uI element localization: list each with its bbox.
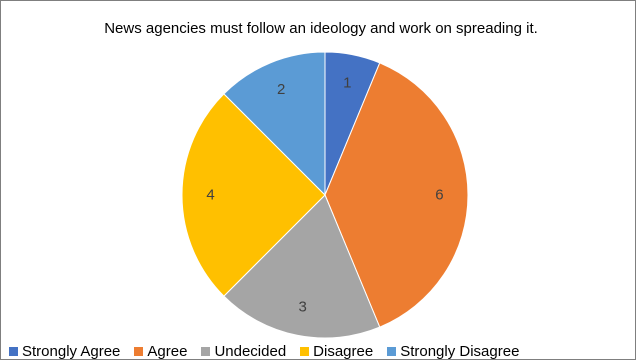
chart-title: News agencies must follow an ideology an… bbox=[104, 20, 538, 37]
legend-label: Undecided bbox=[214, 342, 287, 360]
legend-swatch bbox=[134, 346, 144, 356]
legend-label: Strongly Disagree bbox=[400, 342, 520, 360]
data-label-strongly-disagree: 2 bbox=[277, 81, 285, 98]
legend-item-disagree: Disagree bbox=[300, 343, 373, 360]
legend-label: Disagree bbox=[313, 342, 374, 360]
legend-item-strongly-disagree: Strongly Disagree bbox=[387, 343, 519, 360]
data-label-disagree: 4 bbox=[206, 187, 214, 204]
pie-slice-disagree bbox=[181, 93, 326, 297]
legend-swatch bbox=[387, 346, 397, 356]
data-label-undecided: 3 bbox=[299, 299, 307, 316]
pie-data-labels: 1 6 3 4 2 bbox=[206, 74, 443, 315]
legend-item-agree: Agree bbox=[134, 343, 187, 360]
legend-label: Agree bbox=[147, 342, 188, 360]
pie-slice-undecided bbox=[223, 194, 381, 339]
legend-item-strongly-agree: Strongly Agree bbox=[9, 343, 120, 360]
pie-slice-agree bbox=[324, 62, 469, 328]
legend-item-undecided: Undecided bbox=[201, 343, 286, 360]
data-label-strongly-agree: 1 bbox=[343, 74, 351, 91]
legend-swatch bbox=[201, 346, 211, 356]
legend-swatch bbox=[9, 346, 18, 356]
pie-slices bbox=[181, 51, 469, 339]
chart-legend: Strongly Agree Agree Undecided Disagree Stro… bbox=[9, 341, 519, 361]
pie-slice-strongly-disagree bbox=[223, 51, 326, 197]
data-label-agree: 6 bbox=[435, 187, 443, 204]
legend-label: Strongly Agree bbox=[22, 342, 121, 360]
legend-swatch bbox=[300, 346, 310, 356]
